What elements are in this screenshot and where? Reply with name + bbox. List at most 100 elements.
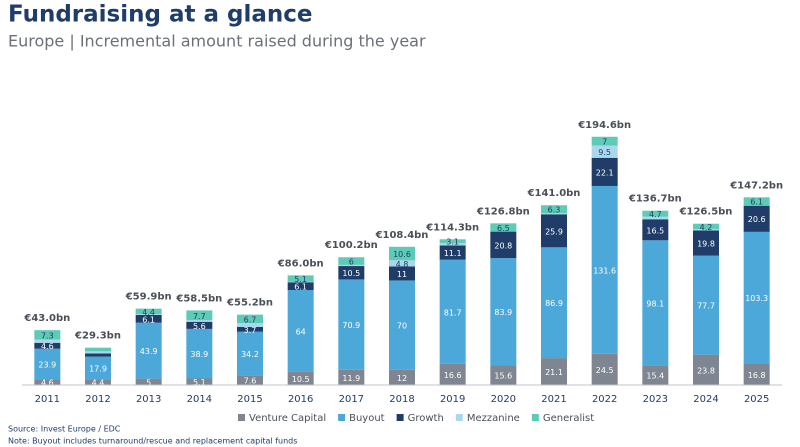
note: Note: Buyout includes turnaround/rescue …: [8, 437, 297, 446]
data-label: 5.1: [193, 378, 206, 387]
data-label: 6.1: [142, 315, 155, 324]
x-tick-label: 2016: [288, 394, 313, 405]
bar-segment: [490, 231, 517, 259]
data-label: 7.7: [193, 312, 206, 321]
data-label: 86.9: [545, 299, 563, 308]
bar-segment: [490, 365, 517, 385]
data-label: 22.1: [596, 168, 614, 177]
data-label: 5: [146, 378, 151, 387]
bar-segment: [34, 342, 61, 349]
data-label: 17.9: [89, 364, 107, 373]
bar-segment: [389, 266, 415, 281]
bar-segment: [439, 363, 466, 385]
bar-segment: [85, 356, 111, 380]
data-label: 6.7: [244, 315, 257, 324]
bar-segment: [287, 290, 314, 372]
bar-segment: [591, 185, 618, 354]
x-tick-label: 2021: [541, 394, 566, 405]
bar-segment: [135, 314, 162, 323]
data-label: 7.6: [244, 377, 257, 386]
total-label: €43.0bn: [23, 313, 70, 324]
data-label: 9.5: [598, 148, 611, 157]
x-tick-label: 2020: [491, 394, 516, 405]
bar-segment: [338, 264, 365, 267]
x-tick-label: 2011: [35, 394, 60, 405]
bar-segment: [642, 365, 669, 385]
data-label: 3.7: [244, 326, 257, 335]
legend-label: Generalist: [543, 413, 594, 424]
bar-segment: [642, 219, 669, 241]
legend-swatch: [455, 414, 463, 421]
legend-swatch: [531, 414, 539, 421]
total-label: €55.2bn: [226, 298, 273, 309]
data-label: 4.8: [396, 260, 409, 269]
bar-segment: [287, 275, 314, 282]
total-label: €194.6bn: [577, 120, 631, 131]
bar-segment: [693, 230, 719, 256]
x-tick-label: 2017: [339, 394, 364, 405]
bar-segment: [389, 246, 415, 261]
data-label: 5.1: [294, 275, 307, 284]
data-label: 5.6: [193, 322, 206, 331]
x-tick-label: 2019: [440, 394, 465, 405]
bar-segment: [85, 351, 111, 354]
x-tick-label: 2022: [592, 394, 617, 405]
legend-swatch: [338, 414, 346, 421]
data-label: 4.7: [649, 210, 662, 219]
data-label: 10.6: [393, 250, 411, 259]
bar-segment: [237, 375, 263, 385]
bar-segment: [237, 323, 263, 327]
data-label: 16.8: [748, 371, 766, 380]
total-label: €86.0bn: [277, 258, 324, 269]
bar-segment: [338, 266, 365, 280]
total-label: €136.7bn: [628, 194, 682, 205]
data-label: 23.8: [697, 366, 715, 375]
data-label: 81.7: [444, 308, 462, 317]
bar-segment: [135, 378, 162, 385]
bar-segment: [591, 136, 618, 146]
data-label: 16.6: [444, 371, 462, 380]
legend-label: Growth: [408, 413, 444, 424]
data-label: 6.1: [750, 198, 763, 207]
total-label: €114.3bn: [425, 222, 479, 233]
total-label: €59.9bn: [125, 292, 172, 303]
bar-segment: [237, 314, 263, 324]
bar-segment: [237, 331, 263, 376]
data-label: 7.3: [41, 331, 54, 340]
total-label: €126.8bn: [476, 206, 530, 217]
bar-segment: [591, 157, 618, 186]
data-label: 24.5: [596, 366, 614, 375]
data-label: 4.4: [142, 308, 155, 317]
data-label: 3.1: [446, 238, 459, 247]
x-tick-label: 2013: [136, 394, 161, 405]
bar-segment: [693, 255, 719, 355]
x-tick-label: 2015: [237, 394, 262, 405]
data-label: 11.1: [444, 249, 462, 258]
total-label: €108.4bn: [375, 230, 429, 241]
bar-segment: [34, 348, 61, 380]
bar-segment: [85, 353, 111, 357]
bar-segment: [135, 308, 162, 315]
data-label: 20.8: [494, 241, 512, 250]
legend-label: Mezzanine: [467, 413, 520, 424]
total-label: €58.5bn: [175, 293, 222, 304]
bar-segment: [135, 322, 162, 379]
bar-segment: [541, 358, 567, 385]
legend-label: Venture Capital: [249, 413, 326, 424]
bar-segment: [642, 240, 669, 366]
bar-segment: [389, 280, 415, 370]
bar-segment: [389, 260, 415, 267]
bar-segment: [743, 363, 770, 385]
bar-segment: [591, 353, 618, 385]
data-label: 6.3: [548, 206, 561, 215]
bar-segment: [642, 210, 669, 217]
bar-segment: [85, 379, 111, 385]
bar-segment: [693, 229, 719, 231]
bar-segment: [693, 354, 719, 385]
data-label: 64: [296, 327, 306, 336]
data-label: 131.6: [593, 266, 616, 275]
legend-label: Buyout: [349, 413, 385, 424]
legend-swatch: [396, 414, 404, 421]
bar-segment: [186, 321, 213, 329]
